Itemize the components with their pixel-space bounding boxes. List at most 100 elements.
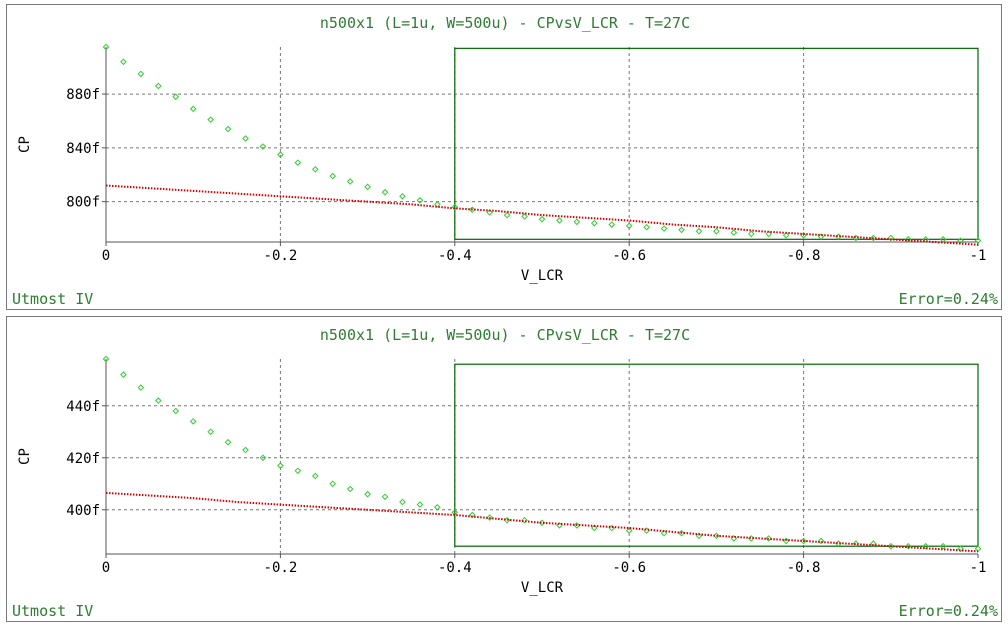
measured-point <box>678 529 685 537</box>
measured-point <box>207 116 214 123</box>
measured-point <box>695 227 703 235</box>
x-tick-label: -0.8 <box>787 248 821 264</box>
measured-point <box>399 498 406 506</box>
optimization-window-rect <box>454 47 979 240</box>
measured-point <box>695 532 703 540</box>
measured-point <box>904 236 912 243</box>
measured-point <box>939 236 947 243</box>
measured-point <box>120 371 127 378</box>
y-tick-label: 400f <box>66 503 100 519</box>
measured-point <box>137 384 145 391</box>
footer-error-value: Error=0.24% <box>899 290 998 308</box>
measured-point <box>172 93 180 101</box>
measured-point <box>904 542 912 550</box>
x-tick-label: -0.6 <box>612 248 646 264</box>
y-tick-label: 840f <box>66 141 100 157</box>
measured-point <box>887 234 895 242</box>
measured-point <box>277 462 284 469</box>
measured-point <box>224 438 232 446</box>
measured-point <box>573 522 581 529</box>
x-tick-label: 0 <box>102 560 110 576</box>
measured-point <box>870 540 877 547</box>
measured-point <box>294 467 302 475</box>
measured-point <box>782 537 790 545</box>
measured-point <box>329 172 337 180</box>
x-tick-label: -0.6 <box>612 560 646 576</box>
measured-point <box>311 166 319 173</box>
measured-point <box>974 545 982 553</box>
y-axis-label: CP <box>17 136 33 153</box>
measured-point <box>242 446 249 454</box>
measured-point <box>137 70 145 78</box>
measured-point <box>486 209 493 216</box>
measured-point <box>189 418 197 425</box>
measured-point <box>957 545 964 553</box>
measured-point <box>468 206 476 214</box>
measured-point <box>329 480 337 488</box>
measured-point <box>381 493 389 501</box>
measured-point <box>660 225 668 232</box>
y-tick-label: 440f <box>66 399 100 415</box>
measured-point <box>870 234 877 242</box>
measured-point <box>451 509 459 516</box>
x-axis-label: V_LCR <box>521 580 564 596</box>
measured-point <box>277 151 284 158</box>
measured-point <box>189 105 197 113</box>
measured-point <box>573 218 581 226</box>
chart-panel-bottom: n500x1 (L=1u, W=500u) - CPvsV_LCR - T=27… <box>6 316 1002 622</box>
measured-point <box>625 527 633 534</box>
chart-svg-bottom: n500x1 (L=1u, W=500u) - CPvsV_LCR - T=27… <box>12 326 998 620</box>
measured-point <box>503 211 511 219</box>
measured-point <box>155 82 162 90</box>
chart-panel-top: n500x1 (L=1u, W=500u) - CPvsV_LCR - T=27… <box>6 4 1002 310</box>
x-tick-label: -0.2 <box>264 248 298 264</box>
chart-svg-top: n500x1 (L=1u, W=500u) - CPvsV_LCR - T=27… <box>12 14 998 308</box>
measured-point <box>311 472 319 480</box>
measured-point <box>434 201 441 208</box>
y-tick-label: 800f <box>66 195 100 211</box>
chart-title: n500x1 (L=1u, W=500u) - CPvsV_LCR - T=27… <box>320 14 690 32</box>
measured-point <box>172 407 180 415</box>
x-tick-label: -1 <box>970 560 987 576</box>
measured-point <box>939 542 947 550</box>
measured-point <box>294 159 302 166</box>
x-tick-label: 0 <box>102 248 110 264</box>
measured-point <box>434 503 441 511</box>
y-tick-label: 880f <box>66 87 100 103</box>
measured-point <box>660 529 668 537</box>
measured-point <box>521 516 528 524</box>
measured-point <box>887 542 895 550</box>
measured-point <box>800 231 807 239</box>
measured-point <box>416 197 424 204</box>
measured-point <box>678 226 685 234</box>
x-tick-label: -0.2 <box>264 560 298 576</box>
measured-point <box>346 485 354 493</box>
measured-point <box>486 514 493 521</box>
measured-point <box>538 215 546 223</box>
measured-point <box>608 221 616 228</box>
measured-point <box>364 490 371 498</box>
measured-point <box>416 501 424 508</box>
measured-point <box>207 428 214 436</box>
measured-point <box>922 542 929 550</box>
y-tick-label: 420f <box>66 451 100 467</box>
optimization-window-rect <box>454 363 979 547</box>
measured-point <box>817 537 825 545</box>
measured-point <box>242 135 249 142</box>
measured-point <box>346 178 354 185</box>
x-tick-label: -0.4 <box>438 560 472 576</box>
x-tick-label: -1 <box>970 248 987 264</box>
footer-tool-name: Utmost IV <box>12 602 93 620</box>
x-axis-label: V_LCR <box>521 268 564 284</box>
measured-point <box>765 535 773 542</box>
measured-point <box>957 237 964 244</box>
measured-point <box>102 355 110 363</box>
measured-point <box>259 143 267 150</box>
measured-point <box>591 219 598 227</box>
measured-point <box>782 231 790 239</box>
measured-point <box>155 397 162 404</box>
measured-point <box>713 227 720 235</box>
measured-point <box>591 524 598 532</box>
measured-point <box>468 511 476 519</box>
measured-point <box>451 203 459 211</box>
